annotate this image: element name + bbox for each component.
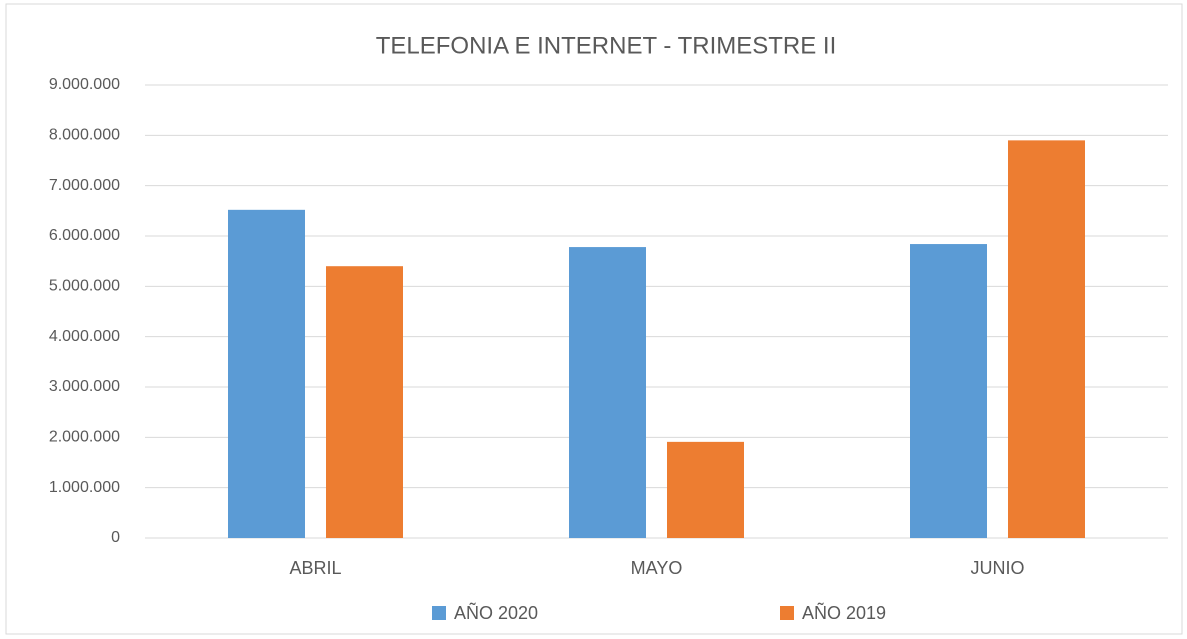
bar	[1008, 140, 1085, 538]
y-tick-label: 6.000.000	[49, 227, 120, 244]
legend-label: AÑO 2020	[454, 602, 538, 623]
x-tick-label: MAYO	[631, 558, 683, 578]
y-tick-label: 3.000.000	[49, 378, 120, 395]
bar	[326, 266, 403, 538]
y-tick-label: 8.000.000	[49, 127, 120, 144]
bar	[667, 441, 744, 538]
bar	[228, 209, 305, 538]
y-tick-label: 2.000.000	[49, 429, 120, 446]
y-tick-label: 1.000.000	[49, 479, 120, 496]
y-tick-label: 5.000.000	[49, 278, 120, 295]
x-tick-label: ABRIL	[289, 558, 341, 578]
bar	[910, 244, 987, 538]
y-tick-label: 9.000.000	[49, 76, 120, 93]
bar	[569, 247, 646, 538]
y-tick-label: 4.000.000	[49, 328, 120, 345]
legend-swatch	[432, 606, 446, 620]
x-tick-label: JUNIO	[971, 558, 1025, 578]
legend-label: AÑO 2019	[802, 602, 886, 623]
chart-title: TELEFONIA E INTERNET - TRIMESTRE II	[376, 32, 837, 59]
y-tick-label: 0	[111, 529, 120, 546]
y-tick-label: 7.000.000	[49, 177, 120, 194]
legend-swatch	[780, 606, 794, 620]
